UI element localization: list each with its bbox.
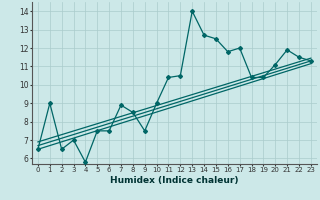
X-axis label: Humidex (Indice chaleur): Humidex (Indice chaleur) (110, 176, 239, 185)
